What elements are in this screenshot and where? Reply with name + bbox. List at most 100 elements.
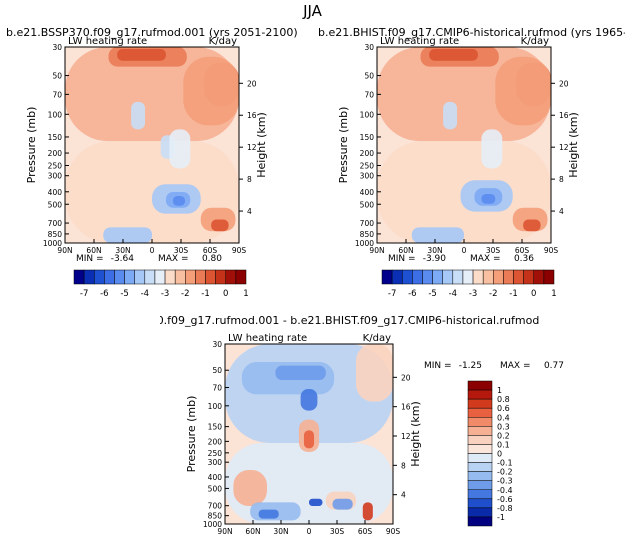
colorbar-swatch <box>467 398 493 409</box>
colorbar-label: -1 <box>497 513 505 522</box>
colorbar-swatch <box>467 516 493 527</box>
colorbar-label: -4 <box>449 289 457 299</box>
colorbar-swatch <box>467 380 493 391</box>
right-label: K/day <box>521 36 549 47</box>
colorbar-swatch <box>543 269 555 285</box>
pressure-tick-label: 850 <box>208 512 223 521</box>
colorbar-label: -5 <box>428 289 436 299</box>
colorbar-label: 0.6 <box>497 404 510 413</box>
colorbar-label: 0.4 <box>497 413 510 422</box>
colorbar-swatch <box>467 444 493 454</box>
colorbar-label: -3 <box>161 289 169 299</box>
field-blob <box>169 129 191 169</box>
pressure-tick-label: 850 <box>48 230 63 239</box>
lat-tick-label: 30N <box>115 246 130 255</box>
field-blob <box>300 389 318 411</box>
lat-tick-label: 30N <box>427 246 442 255</box>
right-label: K/day <box>209 36 237 47</box>
colorbar-label: 0 <box>223 289 228 299</box>
pressure-tick-label: 250 <box>48 162 63 171</box>
colorbar-swatch <box>93 269 105 285</box>
colorbar-label: 0.8 <box>497 395 510 404</box>
pressure-tick-label: 400 <box>208 473 223 482</box>
field-blob <box>481 129 503 169</box>
colorbar-label: -0.2 <box>497 468 513 477</box>
y-axis-label: Pressure (mb) <box>337 107 350 184</box>
panel-2-plot: LW heating rate K/day30507010015020025030… <box>337 36 580 264</box>
colorbar-label: -6 <box>408 289 416 299</box>
max-label: MAX = <box>500 361 531 371</box>
colorbar-swatch <box>185 269 196 285</box>
pressure-tick-label: 100 <box>360 110 375 119</box>
lat-tick-label: 30S <box>486 246 501 255</box>
max-value: 0.36 <box>514 254 534 264</box>
height-tick-label: 4 <box>247 207 252 216</box>
field-blob <box>117 48 166 61</box>
panel-1: b.e21.BSSP370.f09_g17.rufmod.001 (yrs 20… <box>6 26 298 264</box>
min-value: -1.25 <box>459 361 482 371</box>
colorbar-swatch <box>467 507 493 518</box>
colorbar-swatch <box>225 269 237 285</box>
pressure-tick-label: 700 <box>48 219 63 228</box>
page-title: JJA <box>303 2 322 20</box>
colorbar-swatch <box>467 417 493 427</box>
left-label: LW heating rate <box>380 36 459 47</box>
colorbar-label: -0.8 <box>497 504 513 513</box>
pressure-tick-label: 300 <box>208 458 223 467</box>
pressure-tick-label: 30 <box>212 340 222 349</box>
colorbar-swatch <box>174 269 186 285</box>
colorbar-swatch <box>482 269 494 285</box>
pressure-tick-label: 150 <box>360 133 375 142</box>
height-tick-label: 16 <box>559 111 569 120</box>
pressure-tick-label: 700 <box>208 502 223 511</box>
field-blob <box>172 195 186 206</box>
lat-tick-label: 0 <box>307 527 312 536</box>
height-tick-label: 16 <box>401 403 411 412</box>
panel-3-plot: LW heating rate K/day30507010015020025030… <box>185 333 564 536</box>
colorbar-swatch <box>144 269 156 285</box>
lat-tick-label: 60S <box>358 527 373 536</box>
colorbar-swatch <box>412 269 423 285</box>
max-value: 0.77 <box>544 361 564 371</box>
pressure-tick-label: 300 <box>360 172 375 181</box>
colorbar-swatch <box>391 269 403 285</box>
colorbar-swatch <box>205 269 216 285</box>
pressure-tick-label: 70 <box>52 90 62 99</box>
colorbar-swatch <box>164 269 176 285</box>
height-tick-label: 8 <box>247 175 252 184</box>
left-label: LW heating rate <box>228 333 307 344</box>
colorbar-swatch <box>215 269 227 285</box>
pressure-tick-label: 150 <box>48 133 63 142</box>
height-tick-label: 4 <box>559 207 564 216</box>
colorbar-label: 0.1 <box>497 440 510 449</box>
y-axis-label: Pressure (mb) <box>25 107 38 184</box>
min-label: MIN = <box>424 361 452 371</box>
panel-2: b.e21.BHIST.f09_g17.CMIP6-historical.ruf… <box>318 26 625 264</box>
colorbar-label: 0 <box>531 289 536 299</box>
field-blob <box>211 219 229 232</box>
colorbar-swatch <box>442 269 454 285</box>
lat-tick-label: 90S <box>544 246 559 255</box>
pressure-tick-label: 850 <box>360 230 375 239</box>
pressure-tick-label: 250 <box>360 162 375 171</box>
field-blob <box>356 344 393 402</box>
colorbar-swatch <box>195 269 206 285</box>
colorbar-swatch <box>467 426 493 436</box>
colorbar-swatch <box>467 453 493 463</box>
field-blob <box>303 430 315 449</box>
colorbar-swatch <box>467 435 493 445</box>
colorbar-label: -1 <box>509 289 517 299</box>
colorbar-swatch <box>467 489 493 500</box>
panel-3: b.e21.BSSP370.f09_g17.rufmod.001 - b.e21… <box>160 314 564 536</box>
colorbar-label: -0.1 <box>497 459 513 468</box>
left-label: LW heating rate <box>68 36 147 47</box>
lat-tick-label: 60S <box>515 246 530 255</box>
colorbar-swatch <box>154 269 166 285</box>
colorbar-label: -7 <box>388 289 396 299</box>
height-tick-label: 16 <box>247 111 257 120</box>
colorbar-label: 1 <box>497 386 502 395</box>
colorbar-label: -3 <box>469 289 477 299</box>
colorbar-swatch <box>452 269 464 285</box>
y2-axis-label: Height (km) <box>409 401 422 467</box>
pressure-tick-label: 700 <box>360 219 375 228</box>
